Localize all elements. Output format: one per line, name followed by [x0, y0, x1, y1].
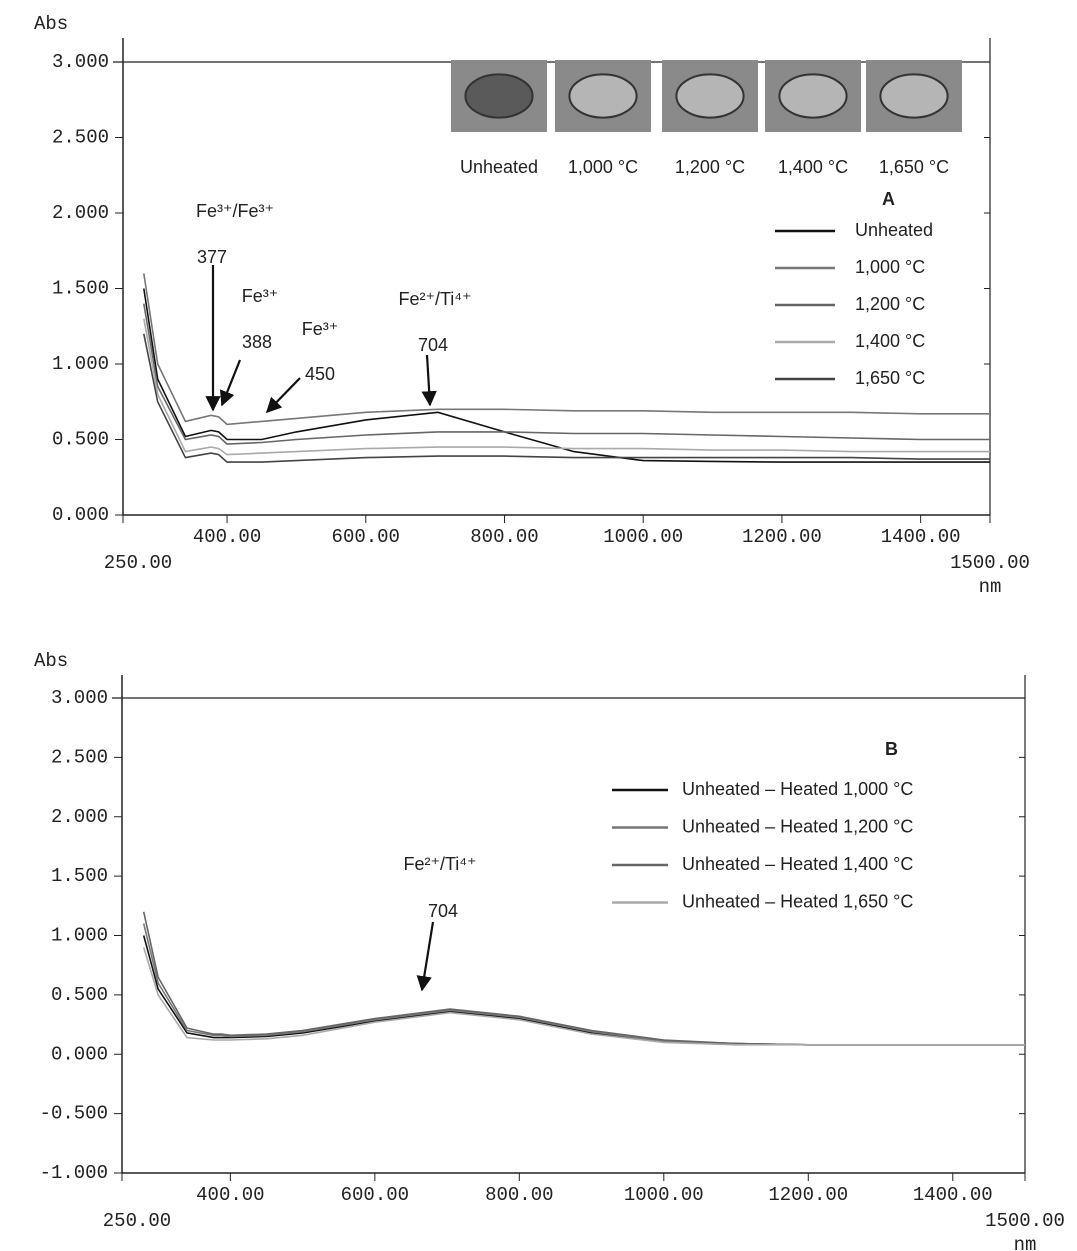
- annotation: 377: [197, 247, 227, 267]
- y-tick-label: 0.500: [52, 429, 109, 451]
- arrow: [427, 355, 430, 405]
- legend-label: 1,400 °C: [855, 331, 925, 351]
- annotation: Fe³⁺: [242, 286, 279, 306]
- arrow: [267, 378, 300, 412]
- gem: [569, 74, 636, 117]
- legend-label: Unheated: [855, 220, 933, 240]
- x-tick-label: 250.00: [103, 1210, 171, 1232]
- gem: [676, 74, 743, 117]
- y-tick-label: 0.000: [51, 1043, 108, 1065]
- arrow: [222, 360, 240, 405]
- y-tick-label: 2.500: [51, 746, 108, 768]
- x-tick-label: 600.00: [341, 1184, 409, 1206]
- chart-label: A: [882, 189, 895, 209]
- x-tick-label: 1400.00: [881, 526, 961, 548]
- x-tick-label: 1500.00: [950, 552, 1030, 574]
- y-tick-label: 2.000: [52, 202, 109, 224]
- x-tick-label: 400.00: [196, 1184, 264, 1206]
- x-tick-label: 250.00: [104, 552, 172, 574]
- y-tick-label: 3.000: [52, 51, 109, 73]
- y-tick-label: 1.000: [51, 925, 108, 947]
- y-tick-label: 0.000: [52, 504, 109, 526]
- photo-label: 1,200 °C: [675, 157, 745, 177]
- photo-label: 1,650 °C: [879, 157, 949, 177]
- y-tick-label: -1.000: [40, 1162, 108, 1184]
- y-axis-label: Abs: [34, 13, 68, 35]
- legend-label: 1,200 °C: [855, 294, 925, 314]
- annotation: Fe³⁺/Fe³⁺: [196, 201, 274, 221]
- gem: [779, 74, 846, 117]
- annotation: Fe²⁺/Ti⁴⁺: [398, 289, 471, 309]
- legend-label: Unheated – Heated 1,650 °C: [682, 891, 913, 911]
- y-axis-label: Abs: [34, 650, 68, 672]
- figure: 0.000 0.500 1.000 1.500 2.000 2.500 3.000 250.0…: [0, 0, 1077, 1251]
- annotation: 388: [242, 332, 272, 352]
- photo-label: Unheated: [460, 157, 538, 177]
- x-tick-label: 1000.00: [624, 1184, 704, 1206]
- legend-label: Unheated – Heated 1,000 °C: [682, 779, 913, 799]
- y-tick-label: -0.500: [40, 1103, 108, 1125]
- series-line: [144, 334, 990, 462]
- photo-label: 1,000 °C: [568, 157, 638, 177]
- x-axis-label: nm: [1014, 1234, 1037, 1251]
- annotation: Fe²⁺/Ti⁴⁺: [403, 854, 476, 874]
- legend-label: 1,650 °C: [855, 368, 925, 388]
- annotation: 450: [305, 364, 335, 384]
- y-tick-label: 2.500: [52, 127, 109, 149]
- legend-label: Unheated – Heated 1,400 °C: [682, 854, 913, 874]
- x-tick-label: 1400.00: [913, 1184, 993, 1206]
- x-tick-label: 1500.00: [985, 1210, 1065, 1232]
- x-tick-label: 600.00: [332, 526, 400, 548]
- x-tick-label: 400.00: [193, 526, 261, 548]
- y-tick-label: 2.000: [51, 806, 108, 828]
- x-tick-label: 1200.00: [742, 526, 822, 548]
- y-tick-label: 1.500: [51, 865, 108, 887]
- arrow: [422, 922, 433, 990]
- y-tick-label: 1.000: [52, 353, 109, 375]
- chart-label: B: [885, 739, 898, 759]
- x-tick-label: 800.00: [485, 1184, 553, 1206]
- annotation: 704: [428, 901, 458, 921]
- photo-label: 1,400 °C: [778, 157, 848, 177]
- gem: [880, 74, 947, 117]
- x-tick-label: 1000.00: [603, 526, 683, 548]
- y-tick-label: 3.000: [51, 687, 108, 709]
- series-line: [144, 912, 1025, 1045]
- series-line: [144, 924, 1025, 1045]
- x-axis-label: nm: [979, 576, 1002, 598]
- legend-label: Unheated – Heated 1,200 °C: [682, 816, 913, 836]
- x-tick-label: 1200.00: [768, 1184, 848, 1206]
- x-tick-label: 800.00: [470, 526, 538, 548]
- legend-label: 1,000 °C: [855, 257, 925, 277]
- y-tick-label: 0.500: [51, 984, 108, 1006]
- annotation: 704: [418, 335, 448, 355]
- gem: [465, 74, 532, 117]
- y-tick-label: 1.500: [52, 278, 109, 300]
- annotation: Fe³⁺: [302, 319, 339, 339]
